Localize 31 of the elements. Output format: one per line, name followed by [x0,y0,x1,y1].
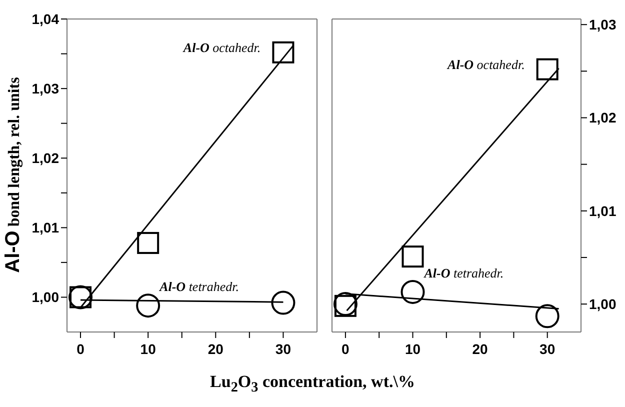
point [137,232,160,254]
x-tick-label: 10 [140,340,156,357]
x-tick-label: 10 [404,340,421,357]
y-axis-title: Al-O bond length, rel. units [2,77,24,273]
point [402,246,424,268]
y2-tick-label: 1,02 [589,110,616,126]
y2-tick-label: 1,01 [589,202,616,219]
series-label: Al-O octahedr. [446,56,525,72]
point [271,290,296,315]
series-label: Al-O tetrahedr. [158,279,240,294]
point [272,41,294,64]
x-tick-label: 20 [208,340,224,357]
y-tick-label: 1,04 [32,10,60,27]
series-label: Al-O octahedr. [182,40,261,55]
y2-tick-label: 1,03 [589,16,616,33]
x-axis-title: Lu$_{2}$O$_{3}$ concentration, wt.\% [209,372,416,396]
point [536,58,558,80]
point [136,294,160,318]
y-tick-label: 1,00 [32,289,60,306]
point [400,280,425,304]
x-tick-label: 0 [342,340,350,357]
point [535,304,560,328]
y-tick-label: 1,01 [32,220,60,236]
y-tick-label: 1,03 [32,80,60,97]
series-label: Al-O tetrahedr. [423,265,504,280]
y2-tick-label: 1,00 [589,296,616,312]
x-tick-label: 0 [76,340,85,357]
x-tick-label: 20 [472,340,488,357]
x-tick-label: 30 [275,340,292,357]
y-tick-label: 1,02 [32,150,60,166]
x-tick-label: 30 [540,340,556,357]
